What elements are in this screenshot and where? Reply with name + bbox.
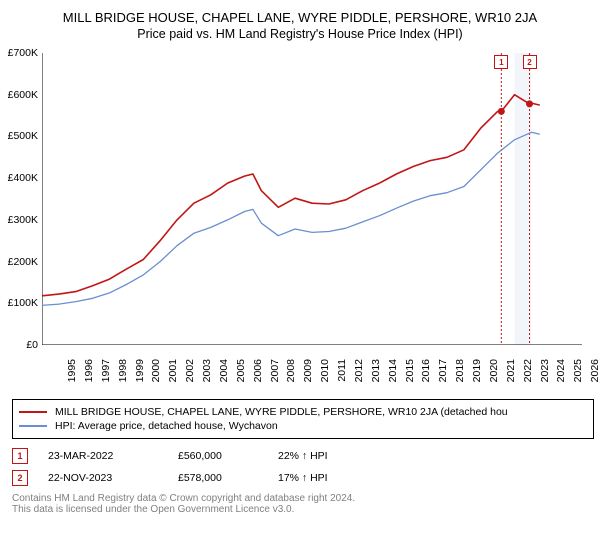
- x-tick-label: 2003: [201, 359, 213, 389]
- sale-event-price: £578,000: [178, 472, 278, 484]
- plot: 12: [42, 53, 582, 345]
- sale-event-price: £560,000: [178, 450, 278, 462]
- sale-event-row: 1 23-MAR-2022£560,00022% ↑ HPI: [12, 445, 594, 467]
- x-tick-label: 2014: [387, 359, 399, 389]
- sale-events-table: 1 23-MAR-2022£560,00022% ↑ HPI 2 22-NOV-202…: [12, 445, 594, 489]
- x-tick-label: 2022: [522, 359, 534, 389]
- x-tick-label: 2005: [235, 359, 247, 389]
- x-tick-label: 1995: [66, 359, 78, 389]
- y-tick-label: £0: [0, 339, 38, 351]
- sale-event-marker: 1: [12, 448, 28, 464]
- sale-event-date: 23-MAR-2022: [48, 450, 178, 462]
- sale-event-pct: 17% ↑ HPI: [278, 472, 398, 484]
- x-tick-label: 2017: [437, 359, 449, 389]
- license-footer: Contains HM Land Registry data © Crown c…: [12, 493, 594, 515]
- x-tick-label: 2020: [488, 359, 500, 389]
- y-tick-label: £700K: [0, 47, 38, 59]
- legend-swatch: [19, 425, 47, 427]
- chart-title: MILL BRIDGE HOUSE, CHAPEL LANE, WYRE PID…: [10, 10, 590, 25]
- x-tick-label: 2025: [572, 359, 584, 389]
- x-tick-label: 2015: [404, 359, 416, 389]
- x-tick-label: 2002: [184, 359, 196, 389]
- legend-item: MILL BRIDGE HOUSE, CHAPEL LANE, WYRE PID…: [19, 406, 587, 418]
- legend: MILL BRIDGE HOUSE, CHAPEL LANE, WYRE PID…: [12, 399, 594, 439]
- sale-marker-1: 1: [494, 55, 508, 69]
- x-tick-label: 2018: [454, 359, 466, 389]
- footer-line1: Contains HM Land Registry data © Crown c…: [12, 493, 594, 504]
- x-tick-label: 2016: [420, 359, 432, 389]
- x-tick-label: 2012: [353, 359, 365, 389]
- y-tick-label: £200K: [0, 256, 38, 268]
- x-tick-label: 1998: [117, 359, 129, 389]
- x-tick-label: 1999: [134, 359, 146, 389]
- x-tick-label: 2013: [370, 359, 382, 389]
- footer-line2: This data is licensed under the Open Gov…: [12, 504, 594, 515]
- x-tick-label: 2001: [167, 359, 179, 389]
- x-tick-label: 2000: [150, 359, 162, 389]
- chart-subtitle: Price paid vs. HM Land Registry's House …: [10, 27, 590, 41]
- legend-swatch: [19, 411, 47, 413]
- chart-area: £0£100K£200K£300K£400K£500K£600K£700K 12…: [0, 47, 600, 397]
- x-tick-label: 1996: [83, 359, 95, 389]
- sale-event-date: 22-NOV-2023: [48, 472, 178, 484]
- x-tick-label: 2006: [252, 359, 264, 389]
- sale-marker-2: 2: [523, 55, 537, 69]
- x-tick-label: 1997: [100, 359, 112, 389]
- sale-event-row: 2 22-NOV-2023£578,00017% ↑ HPI: [12, 467, 594, 489]
- x-tick-label: 2008: [285, 359, 297, 389]
- y-tick-label: £600K: [0, 89, 38, 101]
- x-tick-label: 2010: [319, 359, 331, 389]
- legend-label: HPI: Average price, detached house, Wych…: [55, 420, 278, 432]
- y-tick-label: £500K: [0, 130, 38, 142]
- y-tick-label: £100K: [0, 297, 38, 309]
- legend-item: HPI: Average price, detached house, Wych…: [19, 420, 587, 432]
- x-tick-label: 2026: [589, 359, 600, 389]
- x-tick-label: 2024: [555, 359, 567, 389]
- y-tick-label: £400K: [0, 172, 38, 184]
- x-tick-label: 2023: [539, 359, 551, 389]
- x-tick-label: 2007: [269, 359, 281, 389]
- sale-event-pct: 22% ↑ HPI: [278, 450, 398, 462]
- x-tick-label: 2011: [336, 359, 348, 389]
- x-tick-label: 2019: [471, 359, 483, 389]
- sale-event-marker: 2: [12, 470, 28, 486]
- legend-label: MILL BRIDGE HOUSE, CHAPEL LANE, WYRE PID…: [55, 406, 508, 418]
- y-tick-label: £300K: [0, 214, 38, 226]
- x-tick-label: 2004: [218, 359, 230, 389]
- x-tick-label: 2021: [505, 359, 517, 389]
- x-tick-label: 2009: [302, 359, 314, 389]
